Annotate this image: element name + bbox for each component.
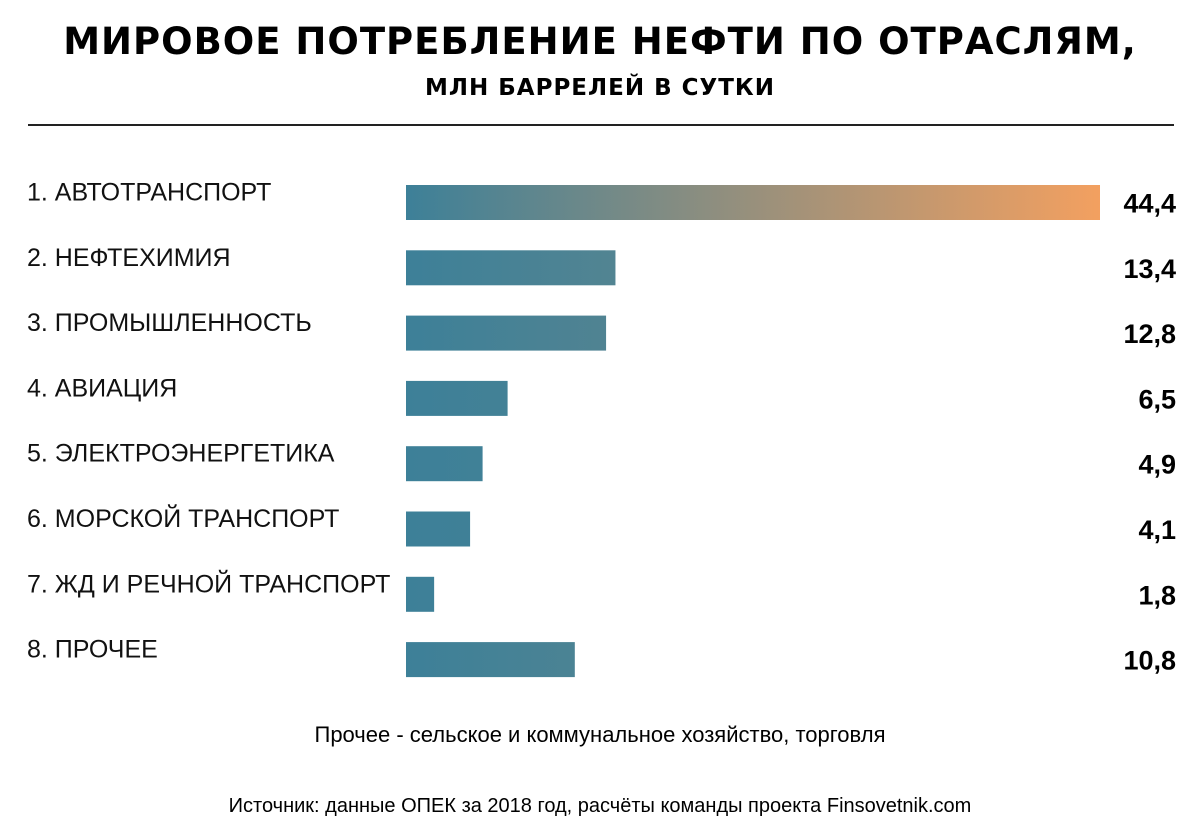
bar-chart: 1. АВТОТРАНСПОРТ 44,4 2. НЕФТЕХИМИЯ 13,4 3. …: [27, 179, 1176, 678]
category-label: 5. ЭЛЕКТРОЭНЕРГЕТИКА: [27, 440, 335, 468]
chart-title: МИРОВОЕ ПОТРЕБЛЕНИЕ НЕФТИ ПО ОТРАСЛЯМ,: [63, 20, 1137, 63]
value-label: 1,8: [1138, 580, 1176, 610]
category-label: 2. НЕФТЕХИМИЯ: [27, 244, 231, 272]
category-label: 6. МОРСКОЙ ТРАНСПОРТ: [27, 503, 339, 533]
bar: [406, 511, 471, 547]
category-label: 1. АВТОТРАНСПОРТ: [27, 179, 271, 207]
bar: [406, 185, 1100, 220]
divider: [28, 124, 1174, 126]
chart-subtitle: МЛН БАРРЕЛЕЙ В СУТКИ: [425, 75, 775, 101]
source-note: Источник: данные ОПЕК за 2018 год, расчё…: [228, 795, 972, 817]
footnote: Прочее - сельское и коммунальное хозяйст…: [314, 722, 886, 747]
value-label: 12,8: [1123, 319, 1176, 349]
category-label: 4. АВИАЦИЯ: [27, 374, 177, 402]
value-label: 44,4: [1123, 189, 1176, 219]
value-label: 4,1: [1138, 515, 1176, 545]
value-label: 13,4: [1123, 254, 1176, 284]
bar: [406, 642, 575, 678]
category-label: 3. ПРОМЫШЛЕННОСТЬ: [27, 309, 312, 337]
category-label: 8. ПРОЧЕЕ: [27, 636, 158, 664]
value-label: 4,9: [1138, 450, 1176, 480]
bar: [406, 446, 483, 482]
bar: [406, 250, 616, 286]
bar: [406, 576, 435, 612]
value-label: 10,8: [1123, 646, 1176, 676]
bar: [406, 380, 508, 416]
value-label: 6,5: [1138, 384, 1176, 414]
bar: [406, 315, 607, 351]
category-label: 7. ЖД И РЕЧНОЙ ТРАНСПОРТ: [27, 568, 390, 598]
